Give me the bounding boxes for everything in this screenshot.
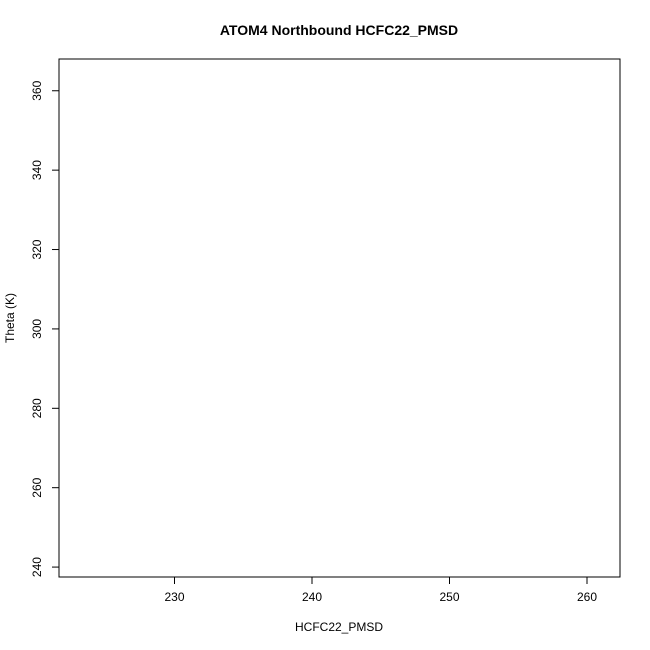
x-tick-label: 240 xyxy=(302,590,322,604)
y-tick-label: 280 xyxy=(30,398,44,418)
y-tick-label: 360 xyxy=(30,80,44,100)
chart-title: ATOM4 Northbound HCFC22_PMSD xyxy=(220,22,458,38)
y-tick-label: 300 xyxy=(30,319,44,339)
plot-frame xyxy=(58,58,621,578)
x-tick-label: 250 xyxy=(439,590,459,604)
x-axis: 230 240 250 260 xyxy=(164,577,597,604)
y-axis-label: Theta (K) xyxy=(3,293,17,343)
y-axis: 240 260 280 300 320 340 360 xyxy=(30,80,59,577)
y-tick-label: 340 xyxy=(30,160,44,180)
x-tick-label: 230 xyxy=(164,590,184,604)
y-tick-label: 320 xyxy=(30,239,44,259)
x-tick-label: 260 xyxy=(577,590,597,604)
y-tick-label: 260 xyxy=(30,477,44,497)
y-tick-label: 240 xyxy=(30,557,44,577)
x-axis-label: HCFC22_PMSD xyxy=(295,620,383,634)
